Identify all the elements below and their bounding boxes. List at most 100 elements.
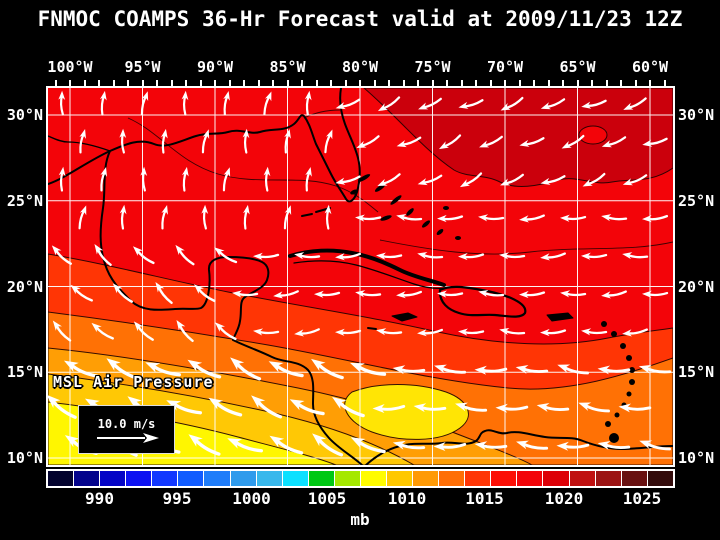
wind-arrow (294, 252, 321, 260)
lon-label: 85°W (269, 58, 306, 76)
wind-arrow (100, 167, 107, 192)
lon-minor-tick (504, 80, 506, 86)
wind-arrow (176, 320, 194, 343)
wind-arrow (474, 365, 508, 375)
lon-minor-tick (344, 80, 347, 86)
wind-arrow (243, 204, 250, 230)
wind-arrow (155, 282, 173, 305)
colorbar-tick-label: 1015 (465, 489, 504, 508)
lat-label: 20°N (6, 277, 43, 296)
wind-arrow (208, 397, 243, 417)
page-title: FNMOC COAMPS 36-Hr Forecast valid at 200… (37, 7, 683, 31)
wind-arrow (52, 320, 72, 342)
colorbar-tick-label: 1025 (622, 489, 662, 508)
lon-minor-tick (388, 80, 390, 86)
wind-arrow (377, 96, 401, 112)
wind-arrow (459, 172, 483, 188)
wind-arrow (222, 167, 231, 192)
wind-arrow (516, 440, 549, 450)
wind-arrow (119, 128, 127, 154)
lat-label: 10°N (6, 449, 43, 467)
lon-label: 70°W (486, 58, 524, 76)
colorbar-segment (126, 471, 152, 486)
band-hole (578, 125, 608, 145)
wind-arrow (540, 328, 567, 337)
wind-arrow (140, 91, 149, 116)
wind-arrow (433, 442, 467, 451)
wind-arrow (582, 172, 606, 187)
lon-minor-tick (402, 80, 405, 86)
wind-arrow (230, 357, 262, 381)
lat-label: 25°N (678, 191, 715, 210)
island-cuba-south (293, 260, 448, 290)
wind-arrow (597, 365, 631, 375)
wind-arrow (51, 245, 72, 265)
wind-arrow (601, 136, 627, 148)
colorbar-tick-label: 1020 (544, 489, 584, 508)
lon-minor-tick (315, 80, 318, 86)
wind-arrow (392, 440, 426, 450)
lon-minor-tick (54, 80, 57, 86)
wind-scale-label: 10.0 m/s (97, 416, 156, 431)
wind-arrow (356, 135, 380, 149)
colorbar-segment (152, 471, 178, 486)
wind-arrow (58, 90, 66, 116)
wind-arrow (273, 290, 299, 299)
colorbar-segment (647, 471, 673, 486)
colorbar-segment (360, 471, 387, 486)
lon-minor-tick (199, 80, 202, 86)
lat-label: 30°N (678, 106, 715, 124)
colorbar-tick-label: 1005 (307, 489, 347, 508)
wind-arrow (112, 283, 133, 303)
colorbar-segment (74, 471, 100, 486)
wind-arrow (515, 365, 549, 374)
wind-arrow (581, 99, 607, 109)
wind-arrow (519, 290, 546, 299)
lon-minor-tick (417, 80, 419, 86)
wind-arrow (223, 90, 230, 116)
wind-arrow (478, 214, 505, 222)
wind-arrow (94, 244, 112, 267)
lon-label: 75°W (414, 58, 451, 76)
coast-gulf-florida (48, 88, 361, 203)
lon-minor-tick (112, 80, 115, 86)
lon-minor-tick (330, 80, 332, 86)
wind-arrow (100, 90, 107, 116)
wind-arrow (304, 90, 312, 116)
colorbar-segment (256, 471, 282, 486)
colorbar-unit: mb (350, 510, 370, 529)
wind-arrow (396, 290, 423, 299)
wind-arrow (540, 175, 566, 185)
wind-arrow (119, 204, 127, 230)
colorbar-segment (334, 471, 360, 486)
wind-arrow (396, 213, 423, 221)
lat-label: 25°N (6, 191, 43, 210)
wind-arrow (437, 214, 464, 223)
wind-arrow (232, 290, 259, 298)
wind-arrow (417, 328, 444, 337)
wind-arrow (623, 97, 647, 110)
lon-minor-tick (156, 80, 158, 86)
lon-minor-tick (141, 80, 144, 86)
field-label: MSL Air Pressure (53, 373, 214, 391)
wind-arrow (622, 174, 648, 186)
wind-arrow (601, 214, 628, 222)
lon-minor-tick (576, 80, 579, 86)
wind-arrow (78, 205, 87, 230)
colorbar-segment (308, 471, 334, 486)
band-yellow-blob (344, 384, 469, 440)
wind-arrow (187, 359, 222, 379)
wind-arrow (201, 129, 210, 154)
wind-arrow (335, 175, 361, 185)
wind-arrow (540, 98, 566, 110)
wind-arrow (324, 204, 332, 230)
wind-arrow (519, 137, 545, 147)
wind-arrow (91, 322, 114, 340)
wind-arrow (175, 244, 195, 266)
wind-arrow (437, 290, 464, 298)
wind-arrow (268, 361, 304, 378)
wind-arrow (458, 252, 485, 261)
wind-arrow (305, 166, 312, 192)
lon-minor-tick (446, 80, 448, 86)
colorbar-segment (204, 471, 230, 486)
